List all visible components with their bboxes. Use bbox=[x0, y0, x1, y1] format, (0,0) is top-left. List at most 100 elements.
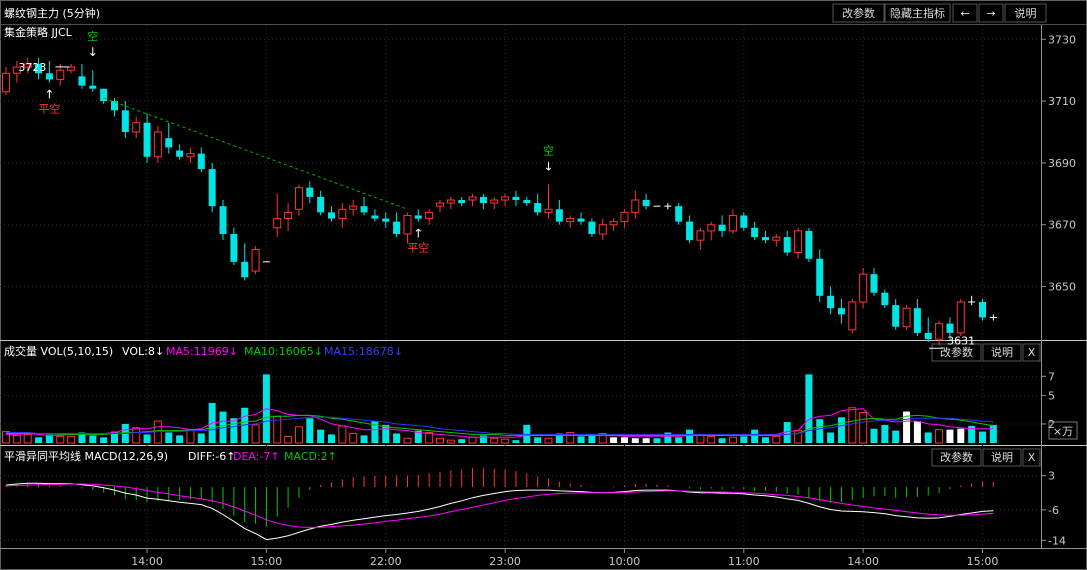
candle-body bbox=[924, 332, 932, 340]
candle-body bbox=[393, 221, 401, 234]
volume-bar bbox=[827, 432, 835, 443]
volume-bar bbox=[458, 439, 466, 443]
candle-body bbox=[956, 301, 965, 334]
candle-body bbox=[317, 196, 325, 213]
volume-bar bbox=[219, 411, 227, 443]
volume-bar bbox=[67, 435, 76, 444]
volume-bar bbox=[23, 433, 32, 444]
left-arrow-icon: ← bbox=[960, 7, 969, 20]
modify-params-button[interactable] bbox=[832, 3, 885, 23]
volume-bar bbox=[403, 437, 412, 444]
candle-body bbox=[338, 208, 347, 220]
candle-body bbox=[751, 227, 759, 238]
candle-body bbox=[349, 205, 358, 210]
candle-body bbox=[707, 224, 716, 232]
scroll-left-button[interactable] bbox=[952, 3, 978, 23]
volume-explain-button[interactable] bbox=[982, 343, 1022, 362]
candle-body bbox=[284, 211, 293, 220]
macd-value: MACD:2↑ bbox=[284, 450, 337, 463]
volume-bar bbox=[968, 425, 976, 443]
volume-tick-label: 5 bbox=[1048, 389, 1055, 402]
time-tick-label: 14:00 bbox=[131, 555, 163, 568]
candle-body bbox=[479, 196, 487, 204]
volume-bar bbox=[534, 437, 542, 443]
macd-dea-line bbox=[5, 483, 994, 528]
volume-bar bbox=[653, 438, 661, 443]
strategy-label: 集金策略 JJCL bbox=[4, 25, 73, 39]
candle-body bbox=[425, 211, 434, 220]
candle-body bbox=[675, 206, 683, 222]
candle-body bbox=[132, 122, 141, 133]
volume-bar bbox=[338, 425, 347, 444]
candle-body bbox=[45, 73, 53, 80]
macd-title: 平滑异同平均线 MACD(12,26,9) bbox=[4, 449, 168, 463]
candle-body bbox=[794, 230, 803, 254]
volume-bar bbox=[230, 418, 238, 443]
volume-bar bbox=[197, 433, 205, 443]
candle-body bbox=[686, 221, 694, 241]
toolbar: 改参数 隐藏主指标 ← → 说明 bbox=[832, 3, 1047, 23]
candle-body bbox=[902, 307, 911, 328]
candle-body bbox=[67, 66, 76, 71]
candle-body bbox=[230, 234, 238, 262]
candle-body bbox=[306, 187, 314, 197]
candle-body bbox=[2, 72, 10, 93]
time-tick-label: 15:00 bbox=[967, 555, 999, 568]
volume-bar bbox=[946, 429, 954, 443]
volume-bar bbox=[903, 411, 911, 443]
volume-bar bbox=[490, 437, 499, 444]
volume-bar bbox=[686, 429, 694, 443]
up-arrow-icon: ↑ bbox=[413, 227, 423, 241]
candle-body bbox=[56, 69, 65, 80]
volume-bar bbox=[577, 436, 585, 443]
hide-main-indicator-button[interactable] bbox=[884, 3, 951, 23]
macd-dif-line bbox=[5, 482, 994, 541]
volume-bar bbox=[12, 434, 21, 444]
volume-modify-params-button[interactable] bbox=[931, 343, 982, 362]
macd-close-button[interactable] bbox=[1022, 448, 1041, 467]
candle-body bbox=[523, 200, 531, 204]
volume-bar bbox=[35, 437, 43, 443]
volume-close-button[interactable] bbox=[1022, 343, 1041, 362]
price-tick-label: 3670 bbox=[1048, 219, 1076, 232]
volume-bar bbox=[382, 424, 390, 443]
candle-body bbox=[186, 153, 195, 158]
candle-body bbox=[577, 218, 585, 222]
low-label: 3631 bbox=[947, 334, 975, 347]
scroll-right-button[interactable] bbox=[978, 3, 1004, 23]
volume-bar bbox=[718, 438, 726, 443]
volume-bar bbox=[707, 435, 716, 444]
volume-panel bbox=[2, 374, 997, 444]
volume-bar bbox=[2, 431, 10, 444]
candle-body bbox=[273, 218, 282, 229]
candle-body bbox=[12, 66, 21, 74]
explain-button[interactable] bbox=[1004, 3, 1047, 23]
volume-bar bbox=[816, 419, 824, 443]
candle-body bbox=[881, 292, 889, 306]
candle-body bbox=[783, 237, 791, 253]
volume-tick-label: 2 bbox=[1048, 418, 1055, 431]
volume-bar bbox=[371, 421, 379, 443]
explain-label: 说明 bbox=[1015, 6, 1037, 20]
candle-body bbox=[534, 203, 542, 213]
candle-body bbox=[241, 261, 249, 278]
candle-body bbox=[892, 305, 900, 327]
candle-body bbox=[176, 150, 184, 157]
volume-bar bbox=[446, 439, 455, 444]
volume-bar bbox=[328, 434, 335, 443]
volume-bar bbox=[892, 430, 900, 443]
volume-explain-label: 说明 bbox=[991, 345, 1013, 359]
candle-body bbox=[360, 206, 368, 213]
signal-close-short-label: 平空 bbox=[38, 102, 60, 116]
candle-body bbox=[468, 196, 477, 201]
volume-bar bbox=[165, 432, 173, 443]
volume-bar bbox=[45, 434, 53, 443]
vol-value: VOL:8↓ bbox=[122, 345, 164, 358]
macd-modify-params-button[interactable] bbox=[931, 448, 982, 467]
volume-bar bbox=[675, 437, 683, 443]
macd-modify-params-label: 改参数 bbox=[940, 450, 973, 464]
candle-body bbox=[121, 110, 129, 132]
candle-body bbox=[100, 88, 108, 102]
candle-body bbox=[772, 236, 781, 241]
macd-header: 平滑异同平均线 MACD(12,26,9) DIFF:-6↑ DEA:-7↑ M… bbox=[4, 448, 1041, 467]
